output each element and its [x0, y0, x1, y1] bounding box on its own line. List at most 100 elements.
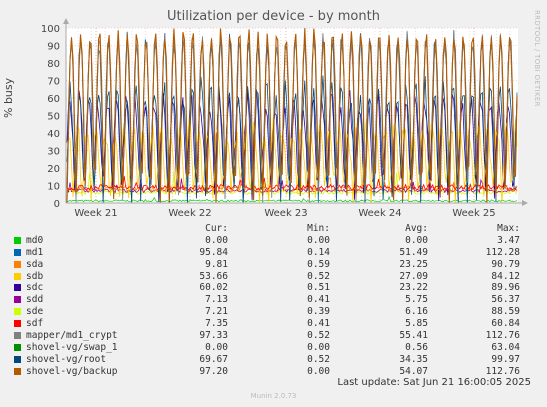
legend-max: 60.84 — [491, 318, 520, 330]
legend-min: 0.51 — [307, 282, 330, 294]
legend-row: shovel-vg/swap_1 0.00 0.00 0.56 63.04 — [12, 342, 532, 354]
legend-cur: 7.13 — [205, 294, 228, 306]
legend-max: 90.79 — [491, 258, 520, 270]
legend-name: sdf — [26, 318, 44, 330]
legend-avg: 5.75 — [405, 294, 428, 306]
legend-max: 112.76 — [485, 330, 520, 342]
legend-avg: 55.41 — [399, 330, 428, 342]
y-tick-label: 80 — [47, 59, 60, 70]
legend-cur: 97.33 — [199, 330, 228, 342]
legend-max: 89.96 — [491, 282, 520, 294]
y-tick-label: 70 — [47, 77, 60, 88]
x-tick-label: Week 23 — [264, 208, 307, 219]
legend-min: 0.39 — [307, 306, 330, 318]
legend-row: md1 95.84 0.14 51.49 112.28 — [12, 247, 532, 259]
legend-max: 56.37 — [491, 294, 520, 306]
legend-swatch — [14, 236, 21, 244]
legend-min: 0.14 — [307, 246, 330, 258]
legend-cur: 7.21 — [205, 306, 228, 318]
y-tick-label: 30 — [47, 147, 60, 158]
legend-header-min: Min: — [307, 223, 330, 234]
legend-row: sdf 7.35 0.41 5.85 60.84 — [12, 318, 532, 330]
legend-cur: 60.02 — [199, 282, 228, 294]
legend-swatch — [14, 332, 21, 340]
legend-name: sda — [26, 258, 44, 270]
legend-max: 88.59 — [491, 306, 520, 318]
y-tick-label: 0 — [54, 199, 60, 210]
legend-row: sda 9.81 0.59 23.25 90.79 — [12, 259, 532, 271]
y-tick-label: 100 — [41, 24, 60, 35]
legend-header-max: Max: — [497, 223, 520, 234]
legend-row: sdd 7.13 0.41 5.75 56.37 — [12, 294, 532, 306]
y-tick-label: 10 — [47, 182, 60, 193]
x-tick-label: Week 21 — [74, 208, 117, 219]
legend-min: 0.52 — [307, 330, 330, 342]
legend-max: 112.76 — [485, 365, 520, 377]
legend-swatch — [14, 260, 21, 268]
legend-min: 0.52 — [307, 270, 330, 282]
legend-name: md0 — [26, 234, 44, 246]
legend-cur: 0.00 — [205, 341, 228, 353]
legend-row: shovel-vg/backup 97.20 0.00 54.07 112.76 — [12, 366, 532, 378]
legend-name: shovel-vg/swap_1 — [26, 341, 118, 353]
y-tick-label: 50 — [47, 112, 60, 123]
legend-swatch — [14, 343, 21, 351]
legend-name: sdb — [26, 270, 44, 282]
legend-cur: 7.35 — [205, 318, 228, 330]
x-axis-arrow — [522, 200, 528, 206]
legend-avg: 23.25 — [399, 258, 428, 270]
legend-min: 0.41 — [307, 294, 330, 306]
legend-max: 63.04 — [491, 341, 520, 353]
series-line-sde — [66, 170, 518, 196]
legend-cur: 0.00 — [205, 234, 228, 246]
legend-swatch — [14, 367, 21, 375]
legend-avg: 54.07 — [399, 365, 428, 377]
munin-version: Munin 2.0.73 — [250, 392, 297, 400]
chart-title: Utilization per device - by month — [167, 9, 380, 24]
legend-row: sdc 60.02 0.51 23.22 89.96 — [12, 282, 532, 294]
legend-swatch — [14, 320, 21, 328]
last-update: Last update: Sat Jun 21 16:00:05 2025 — [337, 377, 531, 388]
legend-name: sdc — [26, 282, 44, 294]
legend-header-avg: Avg: — [405, 223, 428, 234]
legend-header-cur: Cur: — [205, 223, 228, 234]
legend-min: 0.00 — [307, 341, 330, 353]
legend-cur: 53.66 — [199, 270, 228, 282]
legend-max: 84.12 — [491, 270, 520, 282]
legend-name: shovel-vg/root — [26, 353, 107, 365]
y-axis-label: % busy — [2, 77, 15, 118]
legend-avg: 0.00 — [405, 234, 428, 246]
legend-min: 0.00 — [307, 234, 330, 246]
legend-row: md0 0.00 0.00 0.00 3.47 — [12, 235, 532, 247]
legend-avg: 34.35 — [399, 353, 428, 365]
legend-name: md1 — [26, 246, 44, 258]
legend-avg: 6.16 — [405, 306, 428, 318]
legend-swatch — [14, 355, 21, 363]
legend-row: mapper/md1_crypt 97.33 0.52 55.41 112.76 — [12, 330, 532, 342]
legend-max: 3.47 — [497, 234, 520, 246]
legend-swatch — [14, 296, 21, 304]
series-line-md0 — [66, 195, 518, 203]
y-tick-label: 40 — [47, 129, 60, 140]
legend-swatch — [14, 248, 21, 256]
y-axis-arrow — [63, 18, 69, 24]
legend-row: sde 7.21 0.39 6.16 88.59 — [12, 306, 532, 318]
legend-avg: 23.22 — [399, 282, 428, 294]
legend-min: 0.00 — [307, 365, 330, 377]
legend-max: 112.28 — [485, 246, 520, 258]
rrdtool-watermark: RRDTOOL / TOBI OETIKER — [533, 10, 541, 107]
x-tick-label: Week 25 — [452, 208, 495, 219]
legend-avg: 0.56 — [405, 341, 428, 353]
y-tick-label: 90 — [47, 42, 60, 53]
x-tick-label: Week 24 — [358, 208, 401, 219]
series-line-sdf — [66, 175, 518, 191]
legend-swatch — [14, 284, 21, 292]
legend-min: 0.52 — [307, 353, 330, 365]
legend-swatch — [14, 272, 21, 280]
legend: Cur: Min: Avg: Max: md0 0.00 0.00 0.00 3.47 m… — [12, 223, 532, 378]
series-line-shovel-vg-backup — [66, 27, 518, 204]
legend-swatch — [14, 308, 21, 316]
legend-header: Cur: Min: Avg: Max: — [12, 223, 532, 235]
legend-max: 99.97 — [491, 353, 520, 365]
